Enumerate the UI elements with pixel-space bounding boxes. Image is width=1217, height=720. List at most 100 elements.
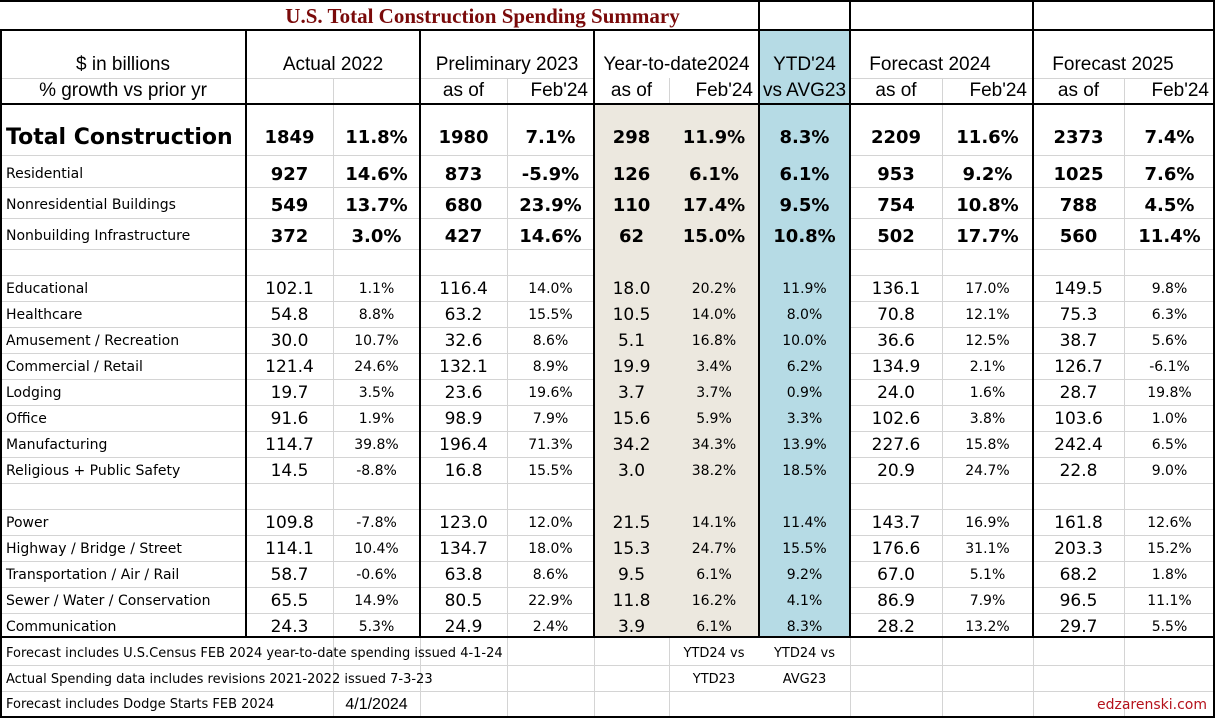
ytd-vs-avg23: 10.8%	[773, 225, 836, 247]
forecast-2025-growth: 9.8%	[1151, 281, 1188, 297]
grid-line	[507, 78, 508, 718]
prelim-2023-value: 134.7	[439, 539, 488, 559]
ytd-vs-avg23: 18.5%	[782, 463, 827, 479]
actual-2022-value: 19.7	[270, 383, 309, 403]
actual-2022-growth: 10.7%	[354, 333, 399, 349]
border-line	[593, 29, 595, 638]
page-title: U.S. Total Construction Spending Summary	[285, 3, 680, 28]
actual-2022-growth: 13.7%	[345, 194, 408, 216]
row-label: Sewer / Water / Conservation	[6, 593, 211, 609]
forecast-2024-growth: 5.1%	[969, 567, 1006, 583]
ytd-2024-growth: 34.3%	[691, 437, 737, 453]
actual-2022-value: 91.6	[270, 409, 309, 429]
row-label: Nonbuilding Infrastructure	[6, 228, 191, 244]
actual-2022-value: 65.5	[270, 591, 309, 611]
grid-line	[0, 301, 594, 302]
forecast-2024-growth: 12.5%	[965, 333, 1010, 349]
actual-2022-growth: 14.6%	[345, 163, 408, 185]
prelim-2023-value: 80.5	[444, 591, 483, 611]
forecast-2025-growth: 11.1%	[1147, 593, 1192, 609]
ytd-vs-avg23: 11.9%	[782, 281, 827, 297]
forecast-2024-value: 36.6	[877, 331, 915, 351]
forecast-2024-growth: 12.1%	[965, 307, 1010, 323]
ytd-vs-avg23: 3.3%	[786, 411, 823, 427]
prelim-2023-growth: 7.9%	[532, 411, 569, 427]
forecast-2025-value: 29.7	[1059, 617, 1098, 637]
forecast-2025-value: 28.7	[1059, 383, 1098, 403]
ytd-2024-value: 3.0	[617, 461, 646, 481]
footer-note-revisions: Actual Spending data includes revisions …	[6, 671, 433, 687]
grid-line	[0, 509, 594, 510]
forecast-2024-growth: 7.9%	[969, 593, 1006, 609]
header-growth-label: % growth vs prior yr	[39, 80, 207, 101]
table-row-nonres: Manufacturing 114.7 39.8% 196.4 71.3% 34.2 34.…	[0, 432, 1217, 458]
table-row-nonres: Commercial / Retail 121.4 24.6% 132.1 8.9% 19…	[0, 354, 1217, 380]
actual-2022-growth: 8.8%	[358, 307, 395, 323]
ytd-2024-value: 5.1	[617, 331, 646, 351]
grid-line	[1124, 78, 1125, 718]
forecast-2024-growth: 15.8%	[965, 437, 1010, 453]
actual-2022-growth: 10.4%	[354, 541, 399, 557]
legend-ytd-vs-avg-line2: AVG23	[782, 671, 827, 687]
forecast-2024-value: 20.9	[877, 461, 915, 481]
brand-link[interactable]: edzarenski.com	[1096, 696, 1207, 713]
table-row-nonres: Educational 102.1 1.1% 116.4 14.0% 18.0 20.2% 1…	[0, 276, 1217, 302]
ytd-2024-value: 9.5	[617, 565, 646, 585]
row-label: Highway / Bridge / Street	[6, 541, 182, 557]
grid-line	[0, 483, 594, 484]
ytd-2024-value: 18.0	[612, 279, 651, 299]
grid-line	[333, 637, 334, 718]
prelim-2023-growth: 8.9%	[532, 359, 569, 375]
actual-2022-value: 102.1	[265, 279, 314, 299]
actual-2022-value: 14.5	[270, 461, 309, 481]
ytd-2024-value: 10.5	[612, 305, 651, 325]
prelim-2023-value: 427	[444, 225, 483, 247]
ytd-vs-avg23: 11.4%	[782, 515, 827, 531]
actual-2022-growth: -7.8%	[356, 515, 397, 531]
ytd-2024-growth: 20.2%	[691, 281, 737, 297]
row-label: Nonresidential Buildings	[6, 197, 176, 213]
table-row-nonres: Lodging 19.7 3.5% 23.6 19.6% 3.7 3.7% 0.9% 24.0 1…	[0, 380, 1217, 406]
header-fc24-date: Feb'24	[969, 80, 1027, 101]
grid-line	[0, 353, 594, 354]
prelim-2023-growth: 7.1%	[525, 126, 576, 148]
prelim-2023-growth: 12.0%	[528, 515, 573, 531]
forecast-2024-value: 176.6	[871, 539, 921, 559]
actual-2022-value: 121.4	[265, 357, 314, 377]
ytd-2024-growth: 15.0%	[682, 225, 746, 247]
row-label: Amusement / Recreation	[6, 333, 180, 349]
grid-line	[850, 665, 1215, 666]
ytd-2024-value: 15.3	[612, 539, 651, 559]
forecast-2024-growth: 17.0%	[965, 281, 1010, 297]
ytd-2024-growth: 16.2%	[691, 593, 737, 609]
forecast-2025-value: 2373	[1053, 126, 1104, 148]
grid-line	[594, 665, 850, 666]
forecast-2025-growth: 1.8%	[1151, 567, 1188, 583]
table-row-major: Residential 927 14.6% 873 -5.9% 126 6.1% 6.1% 95…	[0, 159, 1217, 189]
ytd-vs-avg23: 4.1%	[786, 593, 823, 609]
prelim-2023-value: 680	[444, 194, 483, 216]
table-row-nonres: Religious + Public Safety 14.5 -8.8% 16.8 15…	[0, 458, 1217, 484]
grid-line	[669, 78, 670, 104]
forecast-2024-value: 28.2	[877, 617, 915, 637]
ytd-2024-growth: 6.1%	[689, 163, 739, 185]
actual-2022-value: 1849	[264, 126, 315, 148]
forecast-2025-growth: 12.6%	[1147, 515, 1192, 531]
prelim-2023-growth: 8.6%	[532, 567, 569, 583]
forecast-2025-growth: 5.5%	[1151, 619, 1188, 635]
header-ytd24-vs-avg: YTD'24	[773, 54, 836, 75]
header-units-label: $ in billions	[76, 54, 170, 75]
border-line	[849, 0, 851, 30]
ytd-2024-growth: 5.9%	[696, 411, 732, 427]
grid-line	[0, 587, 594, 588]
grid-line	[0, 561, 594, 562]
header-prelim-as-of: as of	[442, 80, 485, 101]
header-forecast-2024: Forecast 2024	[869, 54, 991, 75]
prelim-2023-value: 63.2	[444, 305, 483, 325]
forecast-2025-value: 126.7	[1054, 357, 1103, 377]
forecast-2025-growth: 7.4%	[1144, 126, 1195, 148]
border-line	[245, 29, 247, 638]
table-row-nonres: Amusement / Recreation 30.0 10.7% 32.6 8.6% 5…	[0, 328, 1217, 354]
forecast-2025-growth: 1.0%	[1151, 411, 1188, 427]
table-row-infra: Highway / Bridge / Street 114.1 10.4% 134.7…	[0, 536, 1217, 562]
